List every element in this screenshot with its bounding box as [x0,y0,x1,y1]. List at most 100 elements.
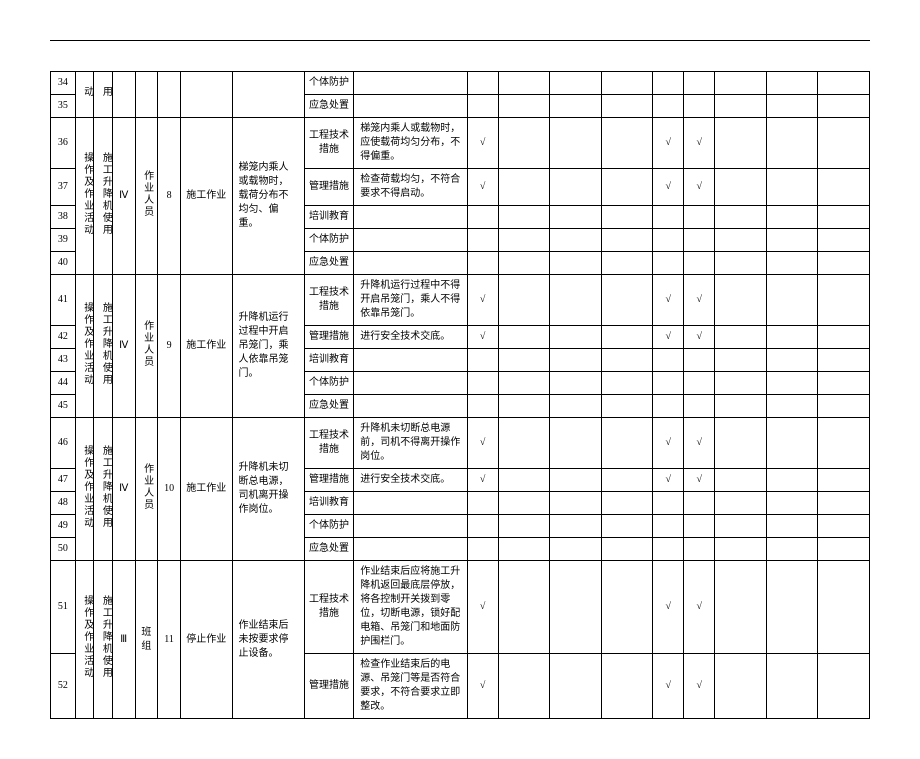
page-top-rule [50,40,870,41]
measure-content [354,72,467,95]
activity: 施工作业 [180,275,232,418]
check-cell: √ [653,469,684,492]
check-cell [550,372,602,395]
row-index: 47 [51,469,76,492]
blank-cell [715,95,767,118]
blank-cell [818,538,870,561]
check-cell [653,229,684,252]
table-row: 46操作及作业活动施工升降机使用Ⅳ作业人员10施工作业升降机未切断总电源，司机离… [51,418,870,469]
equipment: 施工升降机使用 [94,275,113,418]
blank-cell [715,538,767,561]
check-cell [550,72,602,95]
check-cell [601,118,653,169]
activity: 施工作业 [180,118,232,275]
blank-cell [818,72,870,95]
row-index: 49 [51,515,76,538]
seq-no: 9 [158,275,181,418]
blank-cell [766,418,818,469]
blank-cell [766,118,818,169]
blank-cell [766,654,818,719]
row-index: 40 [51,252,76,275]
row-index: 37 [51,169,76,206]
blank-cell [818,349,870,372]
check-cell: √ [653,326,684,349]
measure-content: 检查作业结束后的电源、吊笼门等是否符合要求，不符合要求立即整改。 [354,654,467,719]
check-cell: √ [653,275,684,326]
row-index: 44 [51,372,76,395]
check-cell [601,492,653,515]
measure-type: 培训教育 [304,349,354,372]
op-category: 操作及作业活动 [75,418,94,561]
blank-cell [766,538,818,561]
blank-cell [766,169,818,206]
check-cell [498,326,550,349]
check-cell [550,561,602,654]
check-cell [498,654,550,719]
responsible: 班组 [135,561,158,719]
check-cell [653,206,684,229]
blank-cell [715,561,767,654]
blank-cell [715,469,767,492]
row-index: 38 [51,206,76,229]
check-cell [498,252,550,275]
check-cell [653,95,684,118]
check-cell [601,654,653,719]
risk-desc: 梯笼内乘人或载物时，载荷分布不均匀、偏重。 [232,118,304,275]
table-row: 34动用个体防护 [51,72,870,95]
row-index: 35 [51,95,76,118]
check-cell [684,349,715,372]
check-cell [653,72,684,95]
blank-cell [715,252,767,275]
measure-content [354,492,467,515]
check-cell [601,326,653,349]
measure-type: 工程技术措施 [304,418,354,469]
check-cell [498,561,550,654]
equipment: 用 [94,72,113,118]
blank-cell [818,229,870,252]
check-cell: √ [467,469,498,492]
table-row: 41操作及作业活动施工升降机使用Ⅳ作业人员9施工作业升降机运行过程中开启吊笼门，… [51,275,870,326]
check-cell: √ [467,561,498,654]
check-cell [601,349,653,372]
risk-level: Ⅲ [112,561,135,719]
blank-cell [715,169,767,206]
check-cell [653,252,684,275]
check-cell [467,229,498,252]
equipment: 施工升降机使用 [94,118,113,275]
check-cell [467,372,498,395]
check-cell [550,95,602,118]
measure-content [354,95,467,118]
blank-cell [766,561,818,654]
check-cell [684,395,715,418]
check-cell [550,229,602,252]
measure-type: 工程技术措施 [304,561,354,654]
blank-cell [818,169,870,206]
check-cell: √ [684,654,715,719]
table-row: 51操作及作业活动施工升降机使用Ⅲ班组11停止作业作业结束后未按要求停止设备。工… [51,561,870,654]
check-cell [601,395,653,418]
blank-cell [766,95,818,118]
check-cell [498,492,550,515]
check-cell [550,326,602,349]
equipment: 施工升降机使用 [94,418,113,561]
check-cell [467,538,498,561]
equipment: 施工升降机使用 [94,561,113,719]
blank-cell [766,252,818,275]
check-cell [467,95,498,118]
check-cell [653,492,684,515]
measure-content: 作业结束后应将施工升降机返回最底层停放，将各控制开关拨到零位，切断电源，锁好配电… [354,561,467,654]
check-cell: √ [684,169,715,206]
check-cell: √ [684,469,715,492]
check-cell [467,252,498,275]
measure-content [354,229,467,252]
check-cell [684,72,715,95]
risk-level [112,72,135,118]
check-cell [467,72,498,95]
risk-level: Ⅳ [112,275,135,418]
measure-content: 升降机未切断总电源前，司机不得离开操作岗位。 [354,418,467,469]
check-cell [550,252,602,275]
check-cell [601,418,653,469]
check-cell [684,538,715,561]
blank-cell [818,252,870,275]
check-cell [467,515,498,538]
